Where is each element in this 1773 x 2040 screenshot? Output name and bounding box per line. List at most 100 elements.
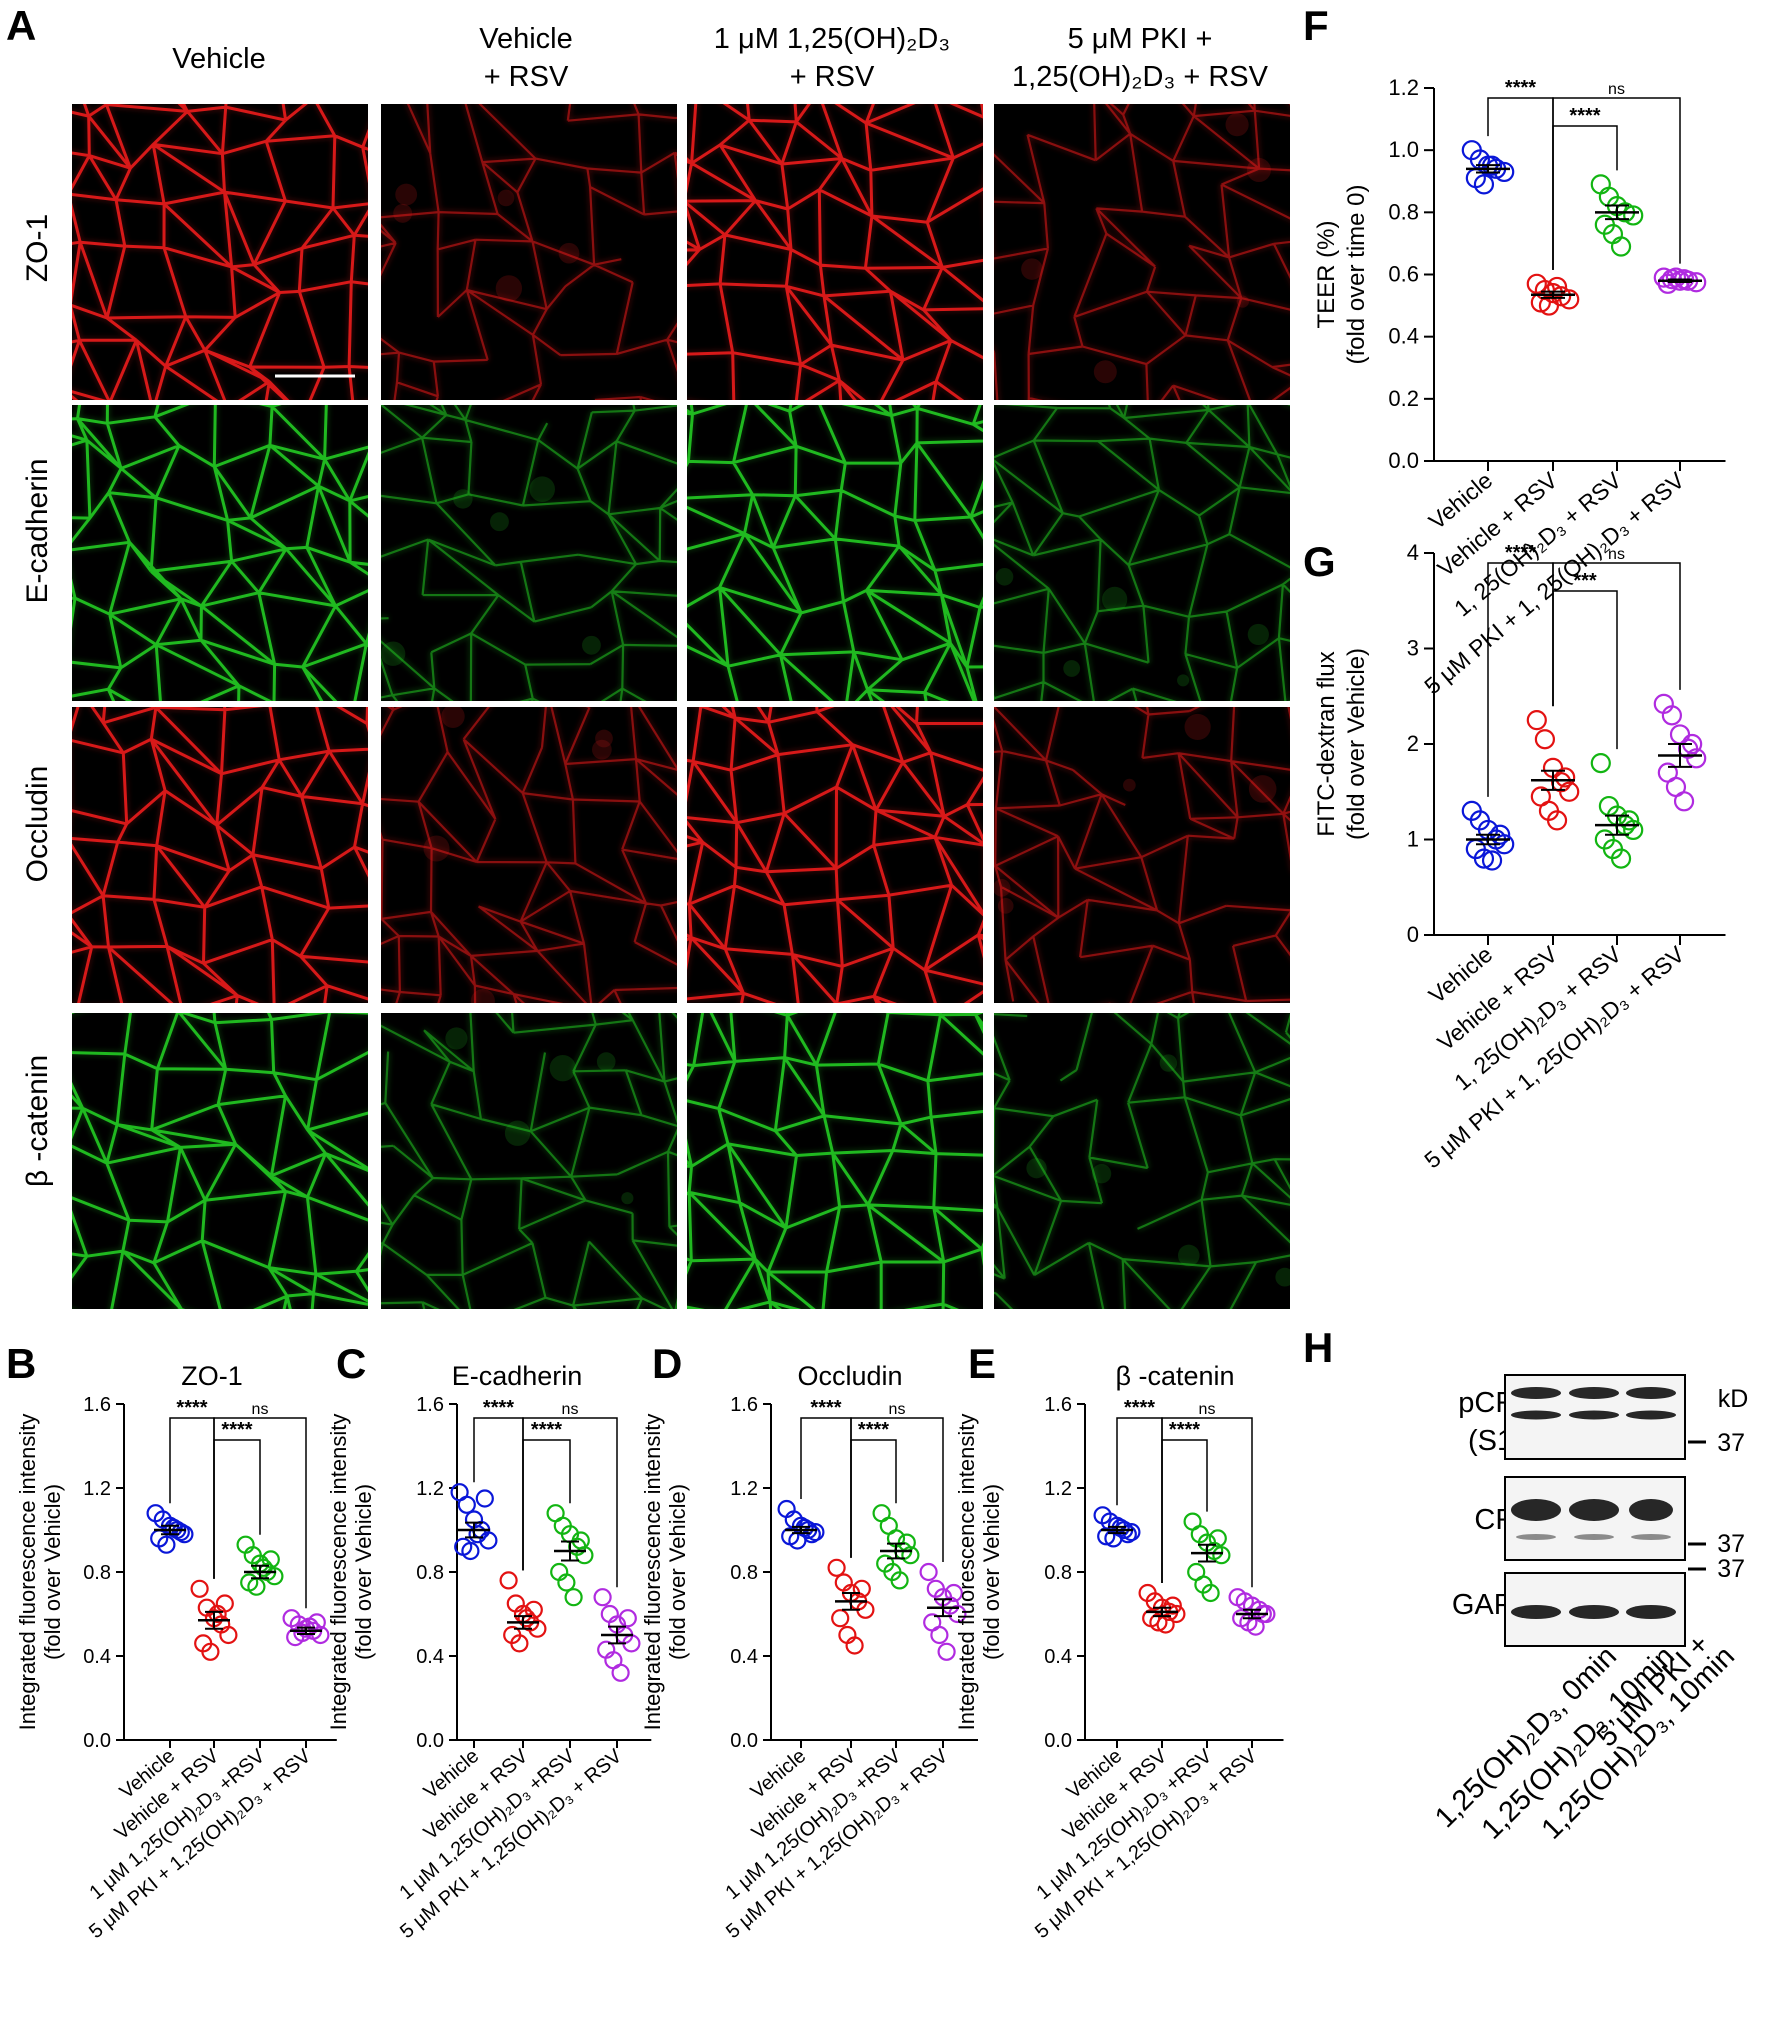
significance-label: *** [1573,570,1597,592]
blot-band [1631,1534,1671,1540]
micrograph-tile [687,707,983,1003]
y-tick-label: 1.2 [1044,1478,1072,1500]
blot-band [1569,1499,1619,1521]
diffuse-signal [495,275,523,302]
panel-label-g: G [1303,538,1336,585]
blot-band [1511,1410,1561,1420]
significance-label: **** [531,1419,562,1441]
data-point [510,1634,529,1653]
significance-bracket [1552,562,1681,707]
y-tick-label: 0 [1407,922,1419,947]
y-axis-label: TEER (%) [1313,221,1340,329]
column-header-vitd-rsv: 1 μM 1,25(OH)₂D₃ + RSV [714,23,950,93]
marker-37-pcreb: 37 [1717,1429,1745,1457]
diffuse-signal [1102,586,1128,612]
micrograph-background [381,104,677,400]
blot-band [1574,1534,1614,1540]
data-point [1163,1596,1182,1615]
data-point [901,1546,920,1565]
data-point [845,1636,864,1655]
significance-bracket [1116,1417,1163,1583]
data-point [479,1531,498,1550]
significance-bracket [1161,1417,1253,1588]
data-point [475,1489,494,1508]
y-tick-label: 1.2 [730,1478,758,1500]
data-point [1673,791,1695,812]
micrograph-grid [72,104,1290,1309]
y-tick-label: 4 [1407,540,1419,565]
dot-plot-c: 0.0 0.4 0.8 1.2 1.6 E-cadherin Integrated fluo… [326,1361,652,1943]
data-point [1538,295,1560,316]
y-tick-label: 0.0 [1044,1730,1072,1752]
junction-network [72,1013,368,1309]
column-header-line: 1,25(OH)₂D₃ + RSV [1012,61,1269,93]
significance-bracket [473,1417,524,1571]
panel-label-e: E [968,1340,996,1387]
y-tick-label: 0.8 [1044,1562,1072,1584]
y-tick-label: 1.6 [730,1394,758,1416]
data-point [1661,705,1683,726]
micrograph-network [994,707,1290,1003]
y-axis-label: Integrated fluorescence intensity [954,1414,979,1731]
y-tick-label: 0.2 [1388,386,1419,411]
column-header-vehicle: Vehicle [172,43,266,75]
micrograph-tile [994,405,1290,701]
y-tick-label: 0.8 [416,1562,444,1584]
blot-band [1569,1387,1619,1399]
data-point [1118,1525,1137,1544]
y-tick-label: 0.4 [730,1646,758,1668]
blot-band [1629,1499,1673,1521]
blot-band [1626,1605,1676,1619]
micrograph-network [381,405,677,701]
dot-plot-d: 0.0 0.4 0.8 1.2 1.6 Occludin Integrated fluore… [640,1361,978,1943]
junction-network [381,104,677,400]
data-point [1623,205,1644,226]
significance-bracket [1487,97,1554,270]
blot-band [1626,1410,1676,1420]
data-point [1167,1604,1186,1624]
junction-network [72,707,368,1003]
significance-label: ns [562,1401,579,1418]
diffuse-signal [445,1027,468,1050]
chart-title: E-cadherin [452,1361,583,1391]
y-axis-label: Integrated fluorescence intensity [640,1414,665,1731]
diffuse-signal [529,476,556,502]
y-tick-label: 0.6 [1388,262,1419,287]
panel-label-b: B [6,1340,36,1387]
micrograph-tile [72,707,368,1003]
junction-glow [994,707,1290,1003]
diffuse-signal [1177,674,1190,687]
column-header-line: Vehicle [479,23,573,55]
diffuse-signal [381,641,406,666]
diffuse-signal [497,189,515,207]
micrograph-network [72,405,368,701]
diffuse-signal [1021,258,1043,280]
micrograph-tile [687,405,983,701]
data-point [157,1535,176,1554]
x-category-label: 1 μM 1,25(OH)₂D₃ +RSV [1032,1745,1216,1905]
data-point [1149,1613,1168,1632]
y-tick-label: 1.2 [416,1478,444,1500]
chart-title: ZO-1 [181,1361,243,1391]
dot-plot-g: 0 1 2 3 4 FITC-dextran flux (fold over Vehicle… [1313,540,1726,1173]
data-point [201,1642,220,1661]
data-point [557,1573,576,1592]
data-point [1481,850,1503,871]
y-axis-label: (fold over Vehicle) [351,1484,376,1660]
y-tick-label: 0.8 [730,1562,758,1584]
diffuse-signal [994,878,1011,897]
diffuse-signal [582,635,601,655]
significance-bracket [1552,590,1618,750]
data-point [219,1625,238,1645]
significance-label: **** [1505,542,1536,564]
micrograph-network [687,405,983,701]
column-header-line: Vehicle [172,43,266,75]
data-point [571,1531,590,1550]
significance-bracket [1552,125,1618,270]
y-axis-label: (fold over Vehicle) [665,1484,690,1660]
diffuse-signal [621,1192,634,1205]
chart-title: Occludin [797,1361,902,1391]
data-point [1619,810,1640,831]
junction-network [381,405,677,701]
data-point [1610,236,1632,257]
